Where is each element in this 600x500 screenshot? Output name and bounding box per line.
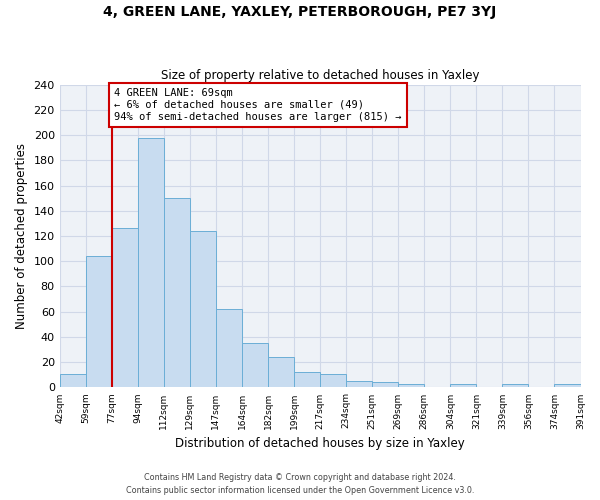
Bar xyxy=(450,384,476,388)
Bar xyxy=(86,256,112,388)
Bar xyxy=(294,372,320,388)
Bar xyxy=(216,309,242,388)
X-axis label: Distribution of detached houses by size in Yaxley: Distribution of detached houses by size … xyxy=(175,437,465,450)
Bar xyxy=(59,374,86,388)
Bar xyxy=(268,357,294,388)
Bar xyxy=(138,138,164,388)
Bar xyxy=(554,384,581,388)
Title: Size of property relative to detached houses in Yaxley: Size of property relative to detached ho… xyxy=(161,69,479,82)
Text: 4 GREEN LANE: 69sqm
← 6% of detached houses are smaller (49)
94% of semi-detache: 4 GREEN LANE: 69sqm ← 6% of detached hou… xyxy=(115,88,402,122)
Text: 4, GREEN LANE, YAXLEY, PETERBOROUGH, PE7 3YJ: 4, GREEN LANE, YAXLEY, PETERBOROUGH, PE7… xyxy=(103,5,497,19)
Y-axis label: Number of detached properties: Number of detached properties xyxy=(15,143,28,329)
Bar xyxy=(372,382,398,388)
Bar xyxy=(164,198,190,388)
Bar xyxy=(190,231,216,388)
Text: Contains HM Land Registry data © Crown copyright and database right 2024.
Contai: Contains HM Land Registry data © Crown c… xyxy=(126,474,474,495)
Bar xyxy=(320,374,346,388)
Bar xyxy=(502,384,529,388)
Bar xyxy=(242,344,268,388)
Bar xyxy=(346,381,372,388)
Bar xyxy=(398,384,424,388)
Bar xyxy=(112,228,138,388)
